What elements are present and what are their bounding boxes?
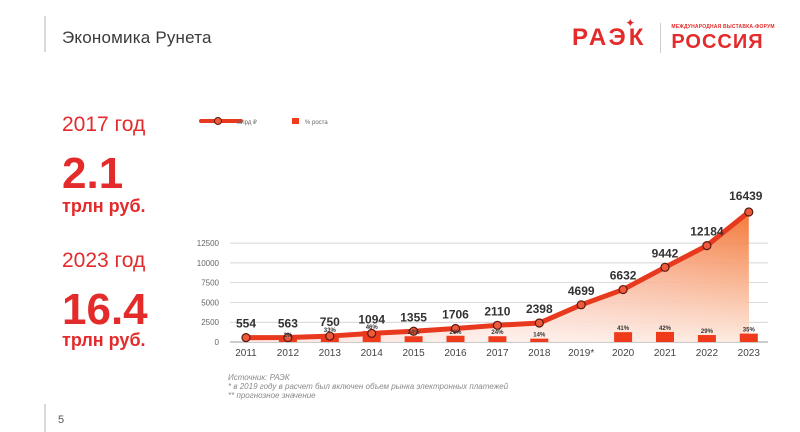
value-label: 16439 xyxy=(729,189,763,203)
value-label: 554 xyxy=(236,317,256,331)
data-point xyxy=(660,262,670,272)
x-tick-label: 2021 xyxy=(654,348,677,359)
growth-label: 33% xyxy=(324,328,337,334)
chart-points xyxy=(241,207,754,343)
stat-year-2023: 2023 год xyxy=(62,249,146,272)
page-number: 5 xyxy=(58,414,65,426)
x-tick-label: 2015 xyxy=(402,348,425,359)
data-point xyxy=(702,241,712,251)
data-point xyxy=(367,328,377,338)
data-point xyxy=(325,331,335,341)
growth-label: 29% xyxy=(701,329,714,335)
legend-point-swatch xyxy=(214,117,222,125)
y-tick-label: 2500 xyxy=(201,318,219,327)
x-tick-label: 2020 xyxy=(612,348,635,359)
value-label: 1094 xyxy=(358,312,385,326)
data-point xyxy=(450,323,461,334)
growth-label: 42% xyxy=(659,326,672,332)
chart-area xyxy=(246,211,749,342)
x-tick-label: 2017 xyxy=(486,348,509,359)
chart-legend: млрд ₽ % роста xyxy=(199,117,328,126)
data-point xyxy=(492,320,502,330)
growth-label: 24% xyxy=(408,330,421,336)
stat-value-2023: 16.4 xyxy=(62,285,148,334)
growth-bar xyxy=(739,333,758,342)
growth-label: 2% xyxy=(284,333,293,339)
y-tick-label: 12500 xyxy=(197,239,220,248)
x-tick-label: 2013 xyxy=(319,348,342,359)
data-point xyxy=(241,333,251,343)
growth-bar xyxy=(446,335,465,342)
value-label: 2398 xyxy=(526,302,553,316)
growth-label: 14% xyxy=(533,333,546,339)
legend-line-label: млрд ₽ xyxy=(237,119,257,126)
growth-bar xyxy=(404,336,423,342)
growth-label: 41% xyxy=(617,326,630,332)
growth-label: 46% xyxy=(366,325,379,331)
data-point xyxy=(618,284,628,295)
stat-value-2017: 2.1 xyxy=(62,149,124,198)
growth-bar xyxy=(614,332,633,342)
source-footnote: Источник: РАЭК * в 2019 году в расчет бы… xyxy=(228,373,508,400)
data-point xyxy=(283,332,293,343)
value-labels: 554 563 750 1094 1355 1706 2110 2398 4699 6632 944… xyxy=(236,189,763,331)
y-tick-label: 5000 xyxy=(201,298,219,307)
growth-bar xyxy=(530,338,549,342)
y-tick-label: 0 xyxy=(215,338,220,347)
logo-divider xyxy=(660,23,662,53)
data-point xyxy=(744,207,754,217)
legend-bar-swatch xyxy=(292,118,299,124)
footnote-line-2: ** прогнозное значение xyxy=(228,391,316,400)
growth-labels: 2% 33% 46% 24% 26% 24% 14% 41% 42% 29% 35% xyxy=(284,325,756,339)
x-tick-label: 2014 xyxy=(361,348,384,359)
x-tick-label: 2012 xyxy=(277,348,300,359)
x-tick-label: 2018 xyxy=(528,348,551,359)
growth-label: 35% xyxy=(743,328,756,334)
legend-bar-label: % роста xyxy=(305,120,328,126)
russia-logo-text: РОССИЯ xyxy=(671,31,764,53)
value-label: 2110 xyxy=(484,304,510,318)
stat-unit-2023: трлн руб. xyxy=(62,330,146,350)
raek-logo-text: РАЭК xyxy=(572,24,647,51)
value-label: 1355 xyxy=(400,310,427,324)
data-point xyxy=(576,300,586,310)
value-label: 563 xyxy=(278,317,298,331)
forum-caption: Международная выставка-форум xyxy=(671,24,775,30)
growth-bar xyxy=(488,336,507,342)
x-tick-label: 2016 xyxy=(444,348,467,359)
x-tick-label: 2019* xyxy=(568,348,594,359)
growth-bar xyxy=(656,331,674,342)
x-axis-ticks: 2011 2012 2013 2014 2015 2016 2017 2018 2019* 202… xyxy=(235,348,760,359)
value-label: 1706 xyxy=(442,308,469,322)
x-tick-label: 2022 xyxy=(696,348,719,359)
growth-label: 24% xyxy=(491,330,504,336)
value-label: 4699 xyxy=(568,284,595,298)
source-line: Источник: РАЭК xyxy=(228,373,290,382)
russia-forum-logo: Международная выставка-форум РОССИЯ xyxy=(671,24,774,52)
brand-logos: РАЭК ✦ Международная выставка-форум РОСС… xyxy=(572,16,775,58)
growth-label: 26% xyxy=(449,330,462,336)
y-tick-label: 10000 xyxy=(197,259,220,268)
area-fade xyxy=(246,211,749,342)
raek-logo: РАЭК ✦ xyxy=(572,16,647,52)
y-axis-ticks: 0 2500 5000 7500 10000 12500 xyxy=(197,239,220,347)
x-tick-label: 2011 xyxy=(235,348,257,359)
footer-accent-rule xyxy=(44,404,46,432)
value-label: 6632 xyxy=(610,269,637,283)
value-label: 9442 xyxy=(652,246,679,260)
stat-unit-2017: трлн руб. xyxy=(62,196,146,216)
y-tick-label: 7500 xyxy=(201,279,219,288)
data-point xyxy=(534,318,544,328)
header-accent-rule xyxy=(44,16,46,52)
stat-year-2017: 2017 год xyxy=(62,113,146,136)
value-label: 750 xyxy=(320,315,340,329)
x-tick-label: 2023 xyxy=(738,348,761,359)
spark-icon: ✦ xyxy=(625,16,639,30)
value-label: 12184 xyxy=(690,225,724,239)
growth-bar xyxy=(697,335,716,342)
footnote-line-1: * в 2019 году в расчет был включен объем… xyxy=(228,382,509,391)
data-point xyxy=(409,326,419,336)
page-title: Экономика Рунета xyxy=(62,28,212,47)
